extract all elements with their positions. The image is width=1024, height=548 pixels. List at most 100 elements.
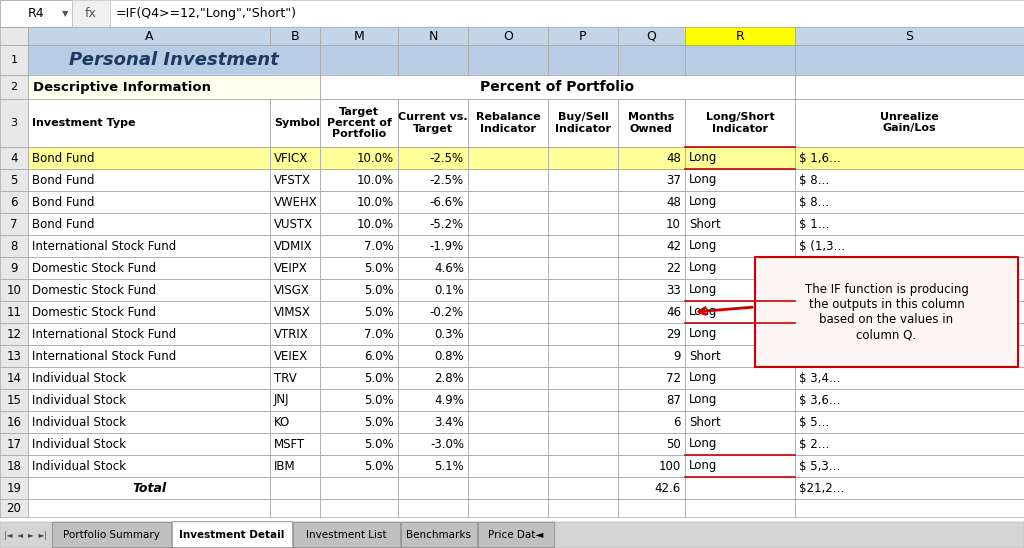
Text: 5.0%: 5.0% (365, 437, 394, 450)
Polygon shape (319, 169, 398, 191)
Text: 5: 5 (10, 174, 17, 186)
Polygon shape (319, 411, 398, 433)
Polygon shape (795, 455, 1024, 477)
Text: -0.2%: -0.2% (430, 305, 464, 318)
Text: =IF(Q4>=12,"Long","Short"): =IF(Q4>=12,"Long","Short") (116, 7, 297, 20)
Text: 19: 19 (6, 482, 22, 494)
Text: VTRIX: VTRIX (274, 328, 309, 340)
Text: 7.0%: 7.0% (365, 239, 394, 253)
Polygon shape (270, 389, 319, 411)
Polygon shape (468, 433, 548, 455)
Polygon shape (685, 499, 795, 517)
Polygon shape (28, 147, 270, 169)
Polygon shape (685, 213, 795, 235)
Polygon shape (270, 367, 319, 389)
Polygon shape (618, 99, 685, 147)
Polygon shape (270, 257, 319, 279)
Polygon shape (270, 499, 319, 517)
Text: Benchmarks: Benchmarks (407, 530, 471, 540)
Polygon shape (685, 169, 795, 191)
Text: 72: 72 (666, 372, 681, 385)
Polygon shape (0, 301, 28, 323)
Text: VUSTX: VUSTX (274, 218, 313, 231)
Polygon shape (618, 455, 685, 477)
Polygon shape (319, 455, 398, 477)
Text: Target: Target (413, 123, 453, 134)
Text: KO: KO (274, 415, 290, 429)
Text: 6.0%: 6.0% (365, 350, 394, 362)
Text: 17: 17 (6, 437, 22, 450)
Polygon shape (0, 0, 1024, 27)
Polygon shape (270, 191, 319, 213)
Text: S: S (905, 30, 913, 43)
Text: $ 3,4…: $ 3,4… (799, 372, 841, 385)
Text: -1.9%: -1.9% (430, 239, 464, 253)
Polygon shape (28, 75, 319, 99)
Polygon shape (319, 367, 398, 389)
Text: 3: 3 (10, 118, 17, 128)
Text: Gain/Los: Gain/Los (883, 123, 936, 134)
Text: 5.0%: 5.0% (365, 261, 394, 275)
Text: Individual Stock: Individual Stock (32, 437, 126, 450)
Text: B: B (291, 30, 299, 43)
Text: -2.5%: -2.5% (430, 174, 464, 186)
Polygon shape (28, 477, 270, 499)
Polygon shape (548, 45, 618, 75)
Polygon shape (795, 279, 1024, 301)
Polygon shape (0, 345, 28, 367)
Text: $ 2…: $ 2… (799, 437, 829, 450)
Polygon shape (548, 99, 618, 147)
Polygon shape (685, 323, 795, 345)
Polygon shape (618, 433, 685, 455)
Text: 9: 9 (674, 350, 681, 362)
Text: 42: 42 (666, 239, 681, 253)
Text: 50: 50 (667, 437, 681, 450)
Polygon shape (319, 323, 398, 345)
Text: 15: 15 (6, 393, 22, 407)
Polygon shape (548, 213, 618, 235)
Text: fx: fx (85, 7, 97, 20)
Text: Investment List: Investment List (306, 530, 387, 540)
Text: 9: 9 (10, 261, 17, 275)
Polygon shape (270, 235, 319, 257)
Polygon shape (468, 279, 548, 301)
Text: Indicator: Indicator (480, 123, 536, 134)
Polygon shape (685, 257, 795, 279)
Polygon shape (618, 367, 685, 389)
Text: Long: Long (689, 328, 718, 340)
Text: VEIPX: VEIPX (274, 261, 308, 275)
Text: 8: 8 (10, 239, 17, 253)
Polygon shape (172, 521, 292, 547)
Polygon shape (398, 499, 468, 517)
Polygon shape (28, 323, 270, 345)
Text: Domestic Stock Fund: Domestic Stock Fund (32, 261, 156, 275)
Polygon shape (618, 389, 685, 411)
Text: Personal Investment: Personal Investment (69, 51, 279, 69)
Polygon shape (795, 213, 1024, 235)
Polygon shape (468, 213, 548, 235)
Polygon shape (28, 257, 270, 279)
Text: VEIEX: VEIEX (274, 350, 308, 362)
Polygon shape (0, 235, 28, 257)
Text: M: M (353, 30, 365, 43)
Polygon shape (795, 191, 1024, 213)
Text: 5.1%: 5.1% (434, 460, 464, 472)
Text: 5.0%: 5.0% (365, 460, 394, 472)
Polygon shape (618, 499, 685, 517)
Text: 10: 10 (667, 218, 681, 231)
Polygon shape (0, 99, 28, 147)
Text: 18: 18 (6, 460, 22, 472)
Polygon shape (618, 191, 685, 213)
Text: $ 8…: $ 8… (799, 174, 829, 186)
Text: Long: Long (689, 305, 718, 318)
Polygon shape (319, 235, 398, 257)
Polygon shape (400, 522, 477, 547)
Text: $ 5,3…: $ 5,3… (799, 460, 841, 472)
Text: R: R (735, 30, 744, 43)
Text: -2.5%: -2.5% (430, 151, 464, 164)
Polygon shape (0, 279, 28, 301)
Polygon shape (319, 99, 398, 147)
Text: $ 1…: $ 1… (799, 218, 829, 231)
Polygon shape (795, 433, 1024, 455)
Text: Long: Long (689, 239, 718, 253)
